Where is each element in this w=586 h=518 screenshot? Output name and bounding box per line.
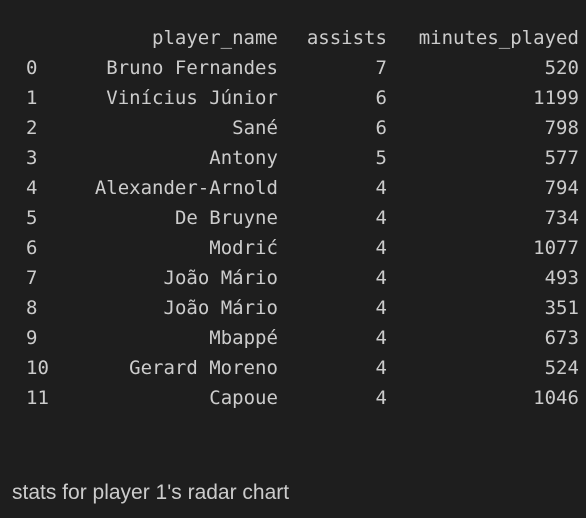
table-row: 9 Mbappé 4 673 — [0, 323, 579, 353]
cell-output: player_name assists minutes_played 0 Brun… — [0, 23, 579, 413]
assists-cell: 5 — [375, 147, 387, 169]
table-row: 4 Alexander-Arnold 4 794 — [0, 173, 579, 203]
row-index: 6 — [26, 237, 38, 259]
minutes-played-cell: 577 — [544, 147, 579, 169]
row-index: 0 — [26, 57, 38, 79]
row-index: 3 — [26, 147, 38, 169]
player-name-cell: Capoue — [209, 387, 278, 409]
assists-cell: 4 — [375, 297, 387, 319]
assists-cell: 4 — [375, 177, 387, 199]
minutes-played-cell: 524 — [544, 357, 579, 379]
table-header-row: player_name assists minutes_played — [0, 23, 579, 53]
row-index: 7 — [26, 267, 38, 289]
assists-cell: 6 — [375, 117, 387, 139]
player-name-cell: Vinícius Júnior — [106, 87, 278, 109]
table-row: 3 Antony 5 577 — [0, 143, 579, 173]
player-name-cell: Antony — [209, 147, 278, 169]
table-row: 8 João Mário 4 351 — [0, 293, 579, 323]
player-name-cell: Gerard Moreno — [129, 357, 278, 379]
minutes-played-cell: 351 — [544, 297, 579, 319]
table-row: 6 Modrić 4 1077 — [0, 233, 579, 263]
table-row: 5 De Bruyne 4 734 — [0, 203, 579, 233]
player-name-cell: Bruno Fernandes — [106, 57, 278, 79]
row-index: 8 — [26, 297, 38, 319]
row-index: 5 — [26, 207, 38, 229]
dataframe-table: player_name assists minutes_played 0 Brun… — [0, 23, 579, 413]
assists-cell: 6 — [375, 87, 387, 109]
column-header-player-name: player_name — [152, 27, 278, 49]
table-row: 7 João Mário 4 493 — [0, 263, 579, 293]
row-index: 4 — [26, 177, 38, 199]
assists-cell: 7 — [375, 57, 387, 79]
row-index: 2 — [26, 117, 38, 139]
assists-cell: 4 — [375, 237, 387, 259]
table-row: 10 Gerard Moreno 4 524 — [0, 353, 579, 383]
player-name-cell: João Mário — [163, 267, 278, 289]
table-body: 0 Bruno Fernandes 7 520 1 Vinícius Júnior 6 119… — [0, 53, 579, 413]
minutes-played-cell: 794 — [544, 177, 579, 199]
player-name-cell: João Mário — [163, 297, 278, 319]
assists-cell: 4 — [375, 387, 387, 409]
row-index: 10 — [26, 357, 49, 379]
assists-cell: 4 — [375, 327, 387, 349]
row-index: 9 — [26, 327, 38, 349]
player-name-cell: Alexander-Arnold — [94, 177, 278, 199]
player-name-cell: De Bruyne — [174, 207, 278, 229]
minutes-played-cell: 520 — [544, 57, 579, 79]
player-name-cell: Sané — [232, 117, 278, 139]
column-header-minutes-played: minutes_played — [418, 27, 579, 49]
table-row: 2 Sané 6 798 — [0, 113, 579, 143]
table-row: 11 Capoue 4 1046 — [0, 383, 579, 413]
index-header — [0, 23, 49, 53]
row-index: 11 — [26, 387, 49, 409]
assists-cell: 4 — [375, 207, 387, 229]
output-caption: stats for player 1's radar chart — [12, 481, 290, 504]
table-row: 0 Bruno Fernandes 7 520 — [0, 53, 579, 83]
assists-cell: 4 — [375, 357, 387, 379]
column-header-assists: assists — [306, 27, 387, 49]
minutes-played-cell: 734 — [544, 207, 579, 229]
assists-cell: 4 — [375, 267, 387, 289]
player-name-cell: Modrić — [209, 237, 278, 259]
row-index: 1 — [26, 87, 38, 109]
minutes-played-cell: 798 — [544, 117, 579, 139]
table-row: 1 Vinícius Júnior 6 1199 — [0, 83, 579, 113]
player-name-cell: Mbappé — [209, 327, 278, 349]
minutes-played-cell: 673 — [544, 327, 579, 349]
minutes-played-cell: 1199 — [533, 87, 579, 109]
minutes-played-cell: 1077 — [533, 237, 579, 259]
minutes-played-cell: 493 — [544, 267, 579, 289]
minutes-played-cell: 1046 — [533, 387, 579, 409]
